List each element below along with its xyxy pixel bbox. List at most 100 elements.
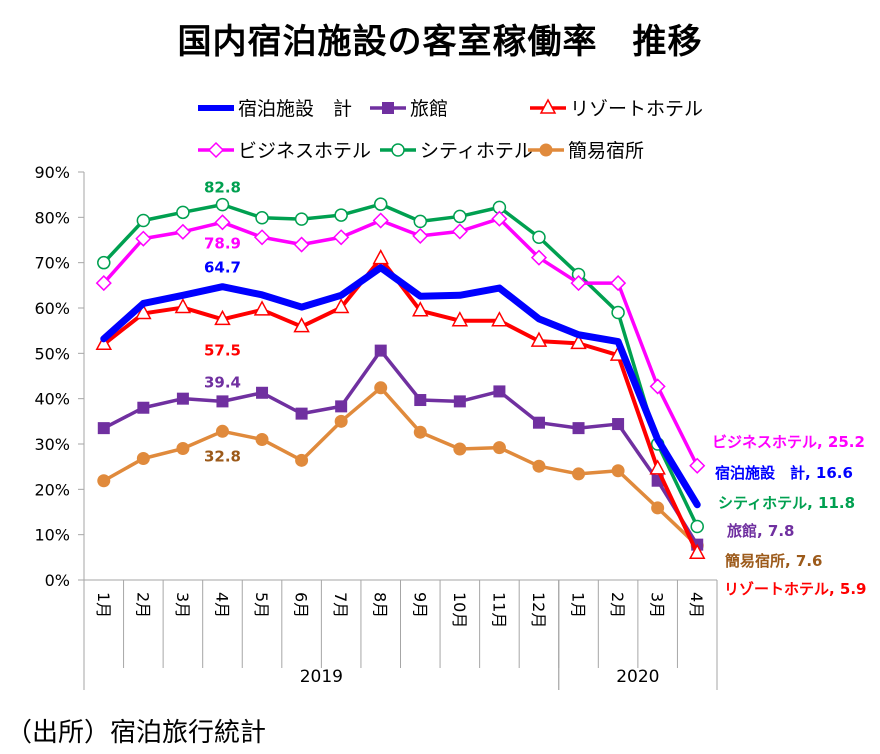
series-line-city [102,202,699,529]
x-tick-label: 1月 [569,592,588,618]
source-note: （出所）宿泊旅行統計 [6,718,267,748]
x-tick-label: 12月 [529,592,548,628]
data-point-business [253,229,271,246]
data-point-resort [451,311,469,327]
data-point-ryokan [176,392,189,405]
legend-item-resort: リゾートホテル [530,98,703,120]
x-tick-label: 3月 [173,592,192,618]
legend-item-business: ビジネスホテル [198,140,371,162]
data-point-business [412,227,429,244]
data-point-ryokan [493,385,506,398]
x-tick-label: 4月 [212,592,231,618]
data-point-resort [135,303,152,320]
data-point-kani [532,459,546,473]
x-tick-label: 3月 [648,592,667,618]
data-label-kani: 32.8 [204,447,241,465]
data-point-business [135,230,152,247]
data-point-city [97,255,111,270]
end-label: リゾートホテル, 5.9 [724,580,867,598]
data-point-ryokan [532,416,545,429]
data-point-resort [570,333,587,350]
data-point-business [530,249,548,266]
y-tick-label: 90% [34,163,70,182]
data-point-city [176,205,190,220]
legend-marker-business [207,141,225,159]
data-point-city [294,212,309,226]
data-point-business [372,212,389,229]
data-point-ryokan [137,401,150,414]
legend-item-total: 宿泊施設 計 [198,98,352,120]
series-line-total [100,264,701,509]
data-point-resort [412,301,429,317]
data-point-ryokan [374,344,387,357]
data-point-business [214,214,231,231]
end-label: 簡易宿所, 7.6 [725,552,823,570]
x-tick-label: 2月 [133,592,152,618]
data-point-kani [374,381,388,395]
data-point-city [413,214,428,229]
y-tick-label: 60% [34,299,70,318]
data-point-business [570,275,587,292]
data-point-ryokan [256,386,269,399]
legend-label: ビジネスホテル [238,140,371,162]
x-tick-label: 2月 [608,592,627,618]
data-point-resort [649,459,666,475]
data-point-ryokan [335,400,348,413]
x-tick-label: 11月 [489,592,508,628]
y-tick-label: 70% [34,254,70,273]
y-tick-label: 40% [34,390,70,409]
data-point-kani [215,424,229,438]
data-point-ryokan [295,407,308,420]
data-point-city [532,230,546,245]
data-point-city [136,213,151,228]
data-point-city [690,519,704,534]
data-point-kani [334,414,348,428]
series-kani [97,381,704,553]
axes: 0% 10% 20% 30% 40% 50% 60% 70% 80% 90% 1月 2月 3月 4月 5月 6… [34,163,718,690]
data-point-ryokan [414,394,427,407]
x-tick-label: 8月 [371,592,390,618]
data-point-business [174,223,191,240]
data-label-city: 82.8 [204,179,241,197]
data-point-business [689,457,706,474]
series-line-kani [102,386,699,548]
x-tick-label: 1月 [94,592,113,618]
data-point-resort [372,249,389,265]
data-point-resort [174,297,192,314]
data-point-ryokan [97,422,110,435]
data-point-kani [453,442,467,456]
data-point-resort [214,309,231,326]
data-point-kani [136,452,150,466]
data-point-kani [611,464,625,478]
x-tick-label: 7月 [331,592,350,618]
series-total [100,264,701,509]
year-label: 2020 [616,667,659,687]
legend-item-city: シティホテル [380,140,533,162]
end-label: 旅館, 7.8 [727,522,795,540]
data-label-total: 64.7 [204,259,241,277]
y-tick-label: 10% [34,526,70,545]
data-point-business [491,210,508,227]
data-point-resort [491,311,508,327]
legend-label: リゾートホテル [570,98,703,120]
data-point-ryokan [216,395,229,408]
legend-label: 宿泊施設 計 [238,98,352,120]
data-point-city [334,208,348,222]
series-city [97,197,704,534]
data-point-business [333,229,350,246]
end-label: 宿泊施設 計, 16.6 [715,464,853,482]
series-line-ryokan [102,348,699,547]
data-point-kani [651,501,665,515]
end-label: シティホテル, 11.8 [718,494,855,512]
data-point-resort [332,297,350,314]
legend-marker-ryokan [382,102,394,114]
legend-item-kani: 簡易宿所 [528,140,644,162]
data-point-resort [688,543,706,560]
data-point-business [610,275,627,292]
data-label-resort: 57.5 [204,341,241,359]
x-tick-label: 4月 [687,592,706,618]
legend-marker-kani [539,143,553,157]
data-point-business [293,236,310,253]
data-point-resort [95,334,113,351]
